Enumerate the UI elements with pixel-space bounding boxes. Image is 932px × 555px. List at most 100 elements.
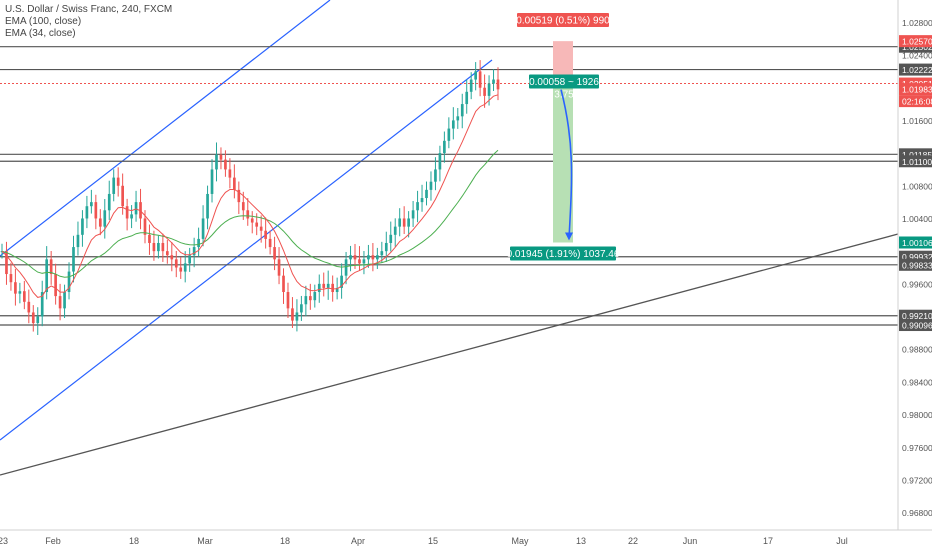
- candle-body: [411, 210, 415, 219]
- candle-body: [192, 247, 196, 256]
- candle-body: [27, 301, 31, 313]
- y-tick-label: 1.00800: [902, 181, 932, 191]
- level-price-label-bg: [899, 155, 932, 168]
- candle-body: [273, 247, 276, 260]
- price-label-target-bg: [899, 236, 932, 249]
- candle-body: [429, 181, 433, 190]
- candle-body: [72, 247, 75, 272]
- candle-body: [107, 193, 111, 211]
- candle-body: [224, 159, 227, 170]
- level-price-label: 1.02502: [902, 42, 932, 52]
- candle-body: [228, 169, 232, 178]
- candle-body: [233, 177, 236, 190]
- position-target-label-bg: [510, 246, 616, 261]
- candle-body: [371, 255, 375, 260]
- candle-body: [116, 177, 120, 186]
- position-stop-zone: [553, 41, 573, 84]
- candle-body: [456, 116, 460, 121]
- candle-body: [384, 242, 388, 252]
- candle-body: [219, 154, 223, 160]
- candle-body: [259, 226, 263, 231]
- x-tick-label: Jun: [683, 536, 698, 546]
- candle-body: [451, 120, 455, 129]
- x-tick-label: 15: [428, 536, 438, 546]
- candle-body: [206, 193, 209, 219]
- candle-body: [165, 251, 169, 256]
- candle-body: [157, 242, 160, 252]
- candle-body: [241, 202, 245, 211]
- candle-body: [469, 79, 473, 92]
- x-tick-label: 18: [129, 536, 139, 546]
- ema-34-line: [1, 94, 499, 298]
- candle-body: [90, 202, 93, 207]
- price-label-stop-bg: [899, 35, 932, 48]
- candle-body: [358, 259, 361, 264]
- candle-body: [18, 291, 22, 294]
- chart-title: U.S. Dollar / Swiss Franc, 240, FXCM: [5, 4, 173, 15]
- candle-body: [268, 238, 272, 248]
- level-price-label: 1.01100: [902, 157, 932, 167]
- y-tick-label: 0.97200: [902, 475, 932, 485]
- candle-body: [112, 177, 116, 194]
- level-price-label-bg: [899, 63, 932, 76]
- candle-body: [286, 292, 290, 309]
- candle-body: [246, 210, 250, 219]
- candle-body: [434, 169, 437, 182]
- candle-body: [438, 153, 442, 170]
- level-price-label: 0.99096: [902, 321, 932, 331]
- x-tick-label: 13: [576, 536, 586, 546]
- candle-body: [188, 255, 192, 264]
- candle-body: [416, 202, 419, 211]
- x-tick-label: Jul: [836, 536, 848, 546]
- channel-lower-line: [0, 59, 493, 441]
- price-label-target: 1.00106: [902, 238, 932, 248]
- candle-body: [179, 267, 183, 272]
- y-tick-label: 0.98000: [902, 410, 932, 420]
- candle-body: [443, 140, 446, 154]
- candle-body: [215, 154, 218, 170]
- candle-body: [277, 259, 281, 276]
- chart-legend: U.S. Dollar / Swiss Franc, 240, FXCM EMA…: [5, 4, 172, 40]
- candle-body: [322, 283, 326, 288]
- long-trendline: [0, 233, 899, 476]
- candle-body: [45, 259, 49, 293]
- x-tick-label: Feb: [45, 536, 61, 546]
- candle-body: [425, 189, 428, 199]
- candle-body: [121, 185, 124, 207]
- candle-body: [183, 263, 187, 272]
- position-mid-label: 0.00058 ~ 1926: [529, 77, 599, 88]
- price-label-current-sub: 1.01983: [902, 85, 932, 95]
- position-target-label: 0.01945 (1.91%) 1037.46: [507, 249, 620, 260]
- candle-body: [460, 104, 464, 117]
- candle-body: [76, 234, 80, 248]
- candle-body: [201, 218, 205, 239]
- candle-body: [483, 87, 486, 96]
- candle-body: [170, 255, 174, 260]
- price-label-stop: 1.02570: [902, 37, 932, 47]
- level-price-label-bg: [899, 319, 932, 332]
- countdown-label-bg: [899, 95, 932, 108]
- candle-body: [31, 312, 35, 324]
- candle-body: [282, 275, 285, 293]
- candle-body: [407, 218, 410, 227]
- candle-body: [340, 275, 343, 288]
- y-tick-label: 0.98800: [902, 345, 932, 355]
- candle-body: [344, 259, 348, 276]
- candle-body: [496, 79, 500, 90]
- candle-body: [317, 283, 321, 293]
- position-mid-sublabel: 3.75: [554, 90, 574, 101]
- position-stop-label-bg: [517, 13, 609, 27]
- candle-body: [331, 283, 335, 293]
- candle-body: [67, 271, 71, 293]
- level-price-label: 0.99833: [902, 260, 932, 270]
- candle-body: [85, 206, 89, 219]
- x-tick-label: May: [511, 536, 529, 546]
- candle-body: [94, 202, 98, 219]
- level-price-label: 1.01185: [902, 150, 932, 160]
- candle-body: [5, 251, 8, 275]
- y-tick-label: 0.98400: [902, 377, 932, 387]
- candle-body: [23, 291, 26, 302]
- candle-body: [237, 189, 241, 203]
- candle-body: [420, 198, 424, 203]
